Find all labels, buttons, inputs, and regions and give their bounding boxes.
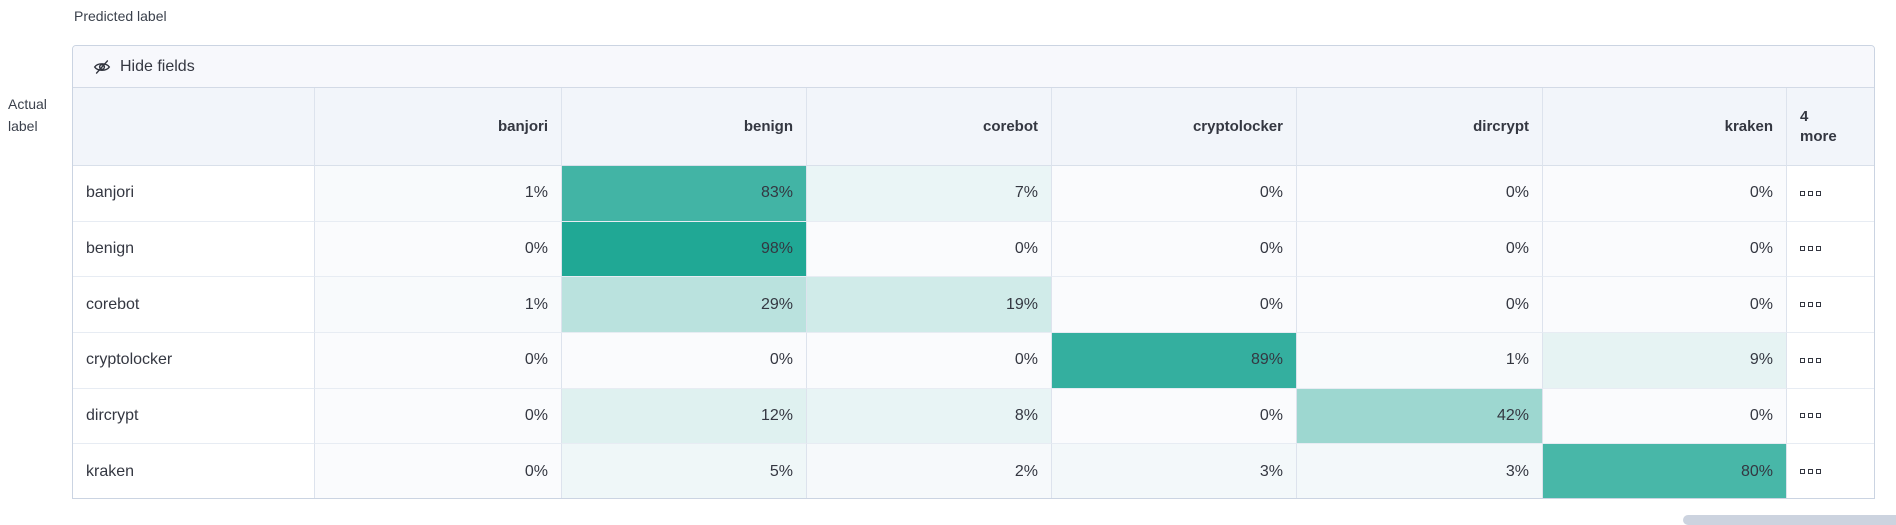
row-label-cell[interactable]: kraken (73, 444, 315, 498)
matrix-cell[interactable]: 80% (1543, 444, 1787, 498)
matrix-cell[interactable]: 19% (807, 277, 1052, 333)
boxes-horizontal-icon (1800, 469, 1821, 475)
matrix-cell[interactable]: 0% (1297, 277, 1543, 333)
matrix-cell[interactable]: 0% (1052, 166, 1297, 222)
matrix-cell[interactable]: 3% (1052, 444, 1297, 498)
matrix-cell[interactable]: 0% (1543, 221, 1787, 278)
matrix-cell[interactable]: 1% (315, 277, 562, 333)
boxes-horizontal-icon (1800, 190, 1821, 196)
matrix-cell[interactable]: 2% (807, 444, 1052, 498)
matrix-cell[interactable]: 0% (1543, 166, 1787, 222)
matrix-cell[interactable]: 3% (1297, 444, 1543, 498)
more-values-cell[interactable] (1787, 277, 1874, 333)
matrix-cell[interactable]: 98% (562, 221, 807, 278)
row-label-cell[interactable]: cryptolocker (73, 332, 315, 389)
more-values-cell[interactable] (1787, 388, 1874, 445)
column-header-banjori[interactable]: banjori (315, 88, 562, 166)
horizontal-scrollbar-thumb[interactable] (1683, 515, 1896, 525)
row-label-cell[interactable]: benign (73, 221, 315, 278)
corner-header-cell (73, 88, 315, 166)
matrix-cell[interactable]: 0% (562, 332, 807, 389)
actual-axis-label: Actual label (8, 93, 47, 137)
more-columns-header[interactable]: 4 more (1787, 88, 1874, 166)
hide-fields-button[interactable]: Hide fields (85, 54, 203, 80)
actual-axis-label-line1: Actual (8, 96, 47, 112)
grid-toolbar: Hide fields (73, 46, 1874, 88)
matrix-cell[interactable]: 0% (807, 221, 1052, 278)
matrix-cell[interactable]: 29% (562, 277, 807, 333)
matrix-cell[interactable]: 83% (562, 166, 807, 222)
column-header-corebot[interactable]: corebot (807, 88, 1052, 166)
matrix-cell[interactable]: 0% (1543, 388, 1787, 445)
boxes-horizontal-icon (1800, 246, 1821, 252)
matrix-cell[interactable]: 0% (1297, 221, 1543, 278)
matrix-cell[interactable]: 0% (1543, 277, 1787, 333)
matrix-cell[interactable]: 0% (1052, 221, 1297, 278)
matrix-cell[interactable]: 0% (807, 332, 1052, 389)
boxes-horizontal-icon (1800, 302, 1821, 308)
more-values-cell[interactable] (1787, 166, 1874, 222)
matrix-table: banjori benign corebot cryptolocker dircrypt… (73, 88, 1874, 498)
boxes-horizontal-icon (1800, 413, 1821, 419)
hide-fields-label: Hide fields (120, 57, 195, 75)
row-label-cell[interactable]: banjori (73, 166, 315, 222)
more-values-cell[interactable] (1787, 332, 1874, 389)
row-label-cell[interactable]: corebot (73, 277, 315, 333)
column-header-kraken[interactable]: kraken (1543, 88, 1787, 166)
matrix-cell[interactable]: 42% (1297, 388, 1543, 445)
matrix-cell[interactable]: 0% (1052, 277, 1297, 333)
matrix-cell[interactable]: 8% (807, 388, 1052, 445)
matrix-cell[interactable]: 5% (562, 444, 807, 498)
more-columns-count: 4 (1800, 107, 1809, 125)
matrix-cell[interactable]: 0% (1052, 388, 1297, 445)
more-values-cell[interactable] (1787, 221, 1874, 278)
predicted-axis-label: Predicted label (74, 8, 167, 24)
actual-axis-label-line2: label (8, 118, 38, 134)
confusion-matrix-grid: Hide fields banjori benign corebot cryptolo… (72, 45, 1875, 499)
matrix-cell[interactable]: 7% (807, 166, 1052, 222)
more-columns-word: more (1800, 127, 1837, 145)
matrix-cell[interactable]: 1% (1297, 332, 1543, 389)
column-header-cryptolocker[interactable]: cryptolocker (1052, 88, 1297, 166)
matrix-cell[interactable]: 0% (315, 444, 562, 498)
eye-closed-icon (93, 58, 111, 76)
column-header-benign[interactable]: benign (562, 88, 807, 166)
row-label-cell[interactable]: dircrypt (73, 388, 315, 445)
matrix-cell[interactable]: 12% (562, 388, 807, 445)
matrix-cell[interactable]: 0% (315, 332, 562, 389)
matrix-cell[interactable]: 1% (315, 166, 562, 222)
boxes-horizontal-icon (1800, 357, 1821, 363)
matrix-cell[interactable]: 89% (1052, 332, 1297, 389)
matrix-cell[interactable]: 0% (315, 388, 562, 445)
matrix-cell[interactable]: 0% (315, 221, 562, 278)
column-header-dircrypt[interactable]: dircrypt (1297, 88, 1543, 166)
matrix-cell[interactable]: 0% (1297, 166, 1543, 222)
more-values-cell[interactable] (1787, 444, 1874, 498)
matrix-cell[interactable]: 9% (1543, 332, 1787, 389)
